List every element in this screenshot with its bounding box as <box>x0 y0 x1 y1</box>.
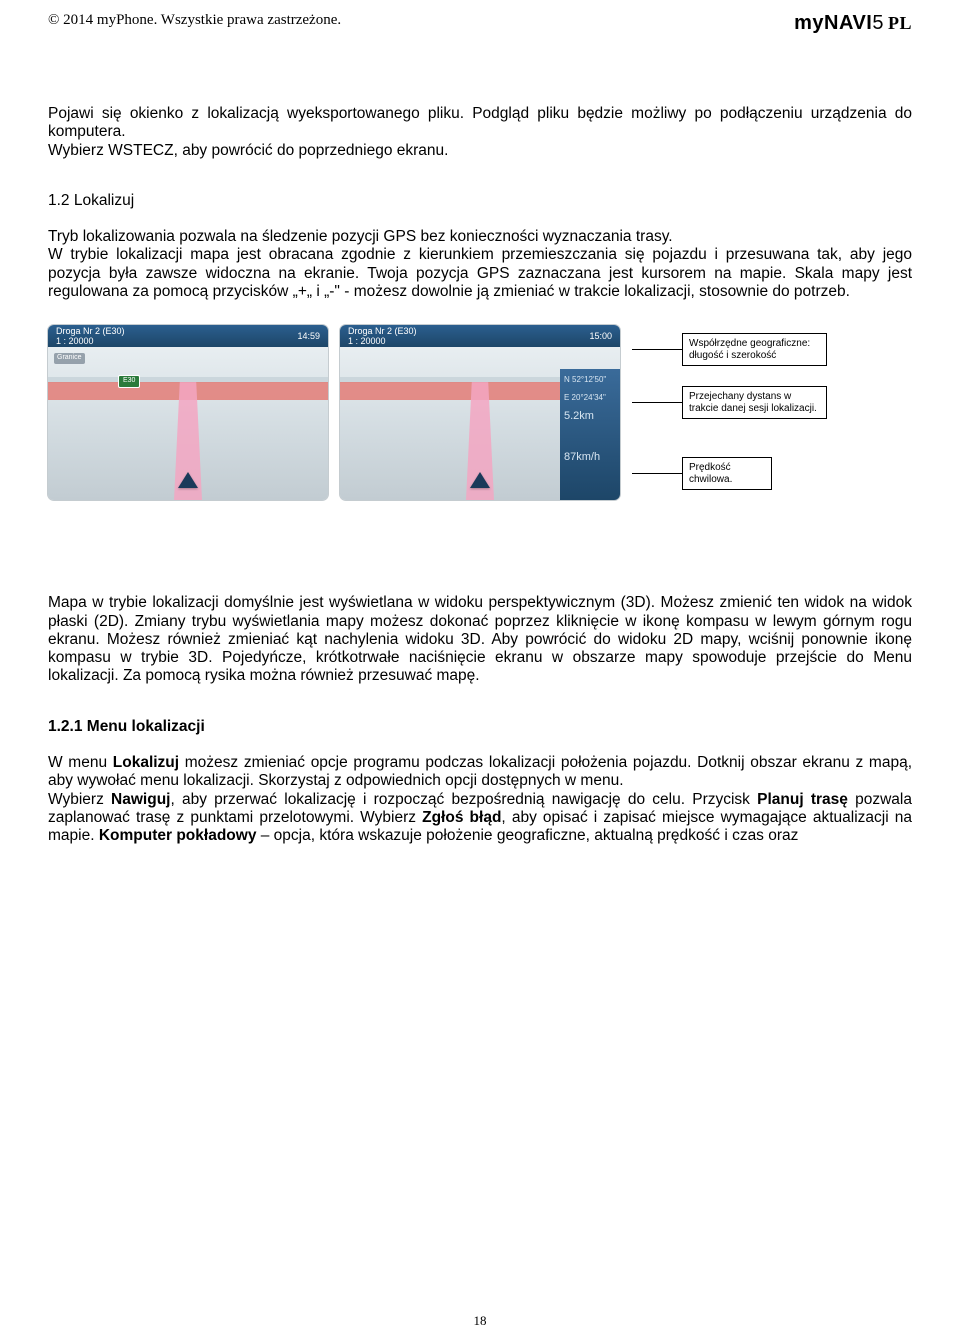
longitude-value: E 20°24'34" <box>564 393 616 402</box>
callouts-column: Współrzędne geograficzne: długość i szer… <box>632 325 827 490</box>
sign-e30: E30 <box>118 375 140 387</box>
speed-value: 87km/h <box>564 451 616 464</box>
side-info-panel: N 52°12'50" E 20°24'34" 5.2km 87km/h <box>560 369 620 500</box>
figure-row: Droga Nr 2 (E30) 1 : 20000 14:59 Granice… <box>48 325 912 500</box>
logo-navi: NAVI <box>824 12 872 34</box>
page-number: 18 <box>474 1313 487 1329</box>
nav-topbar: Droga Nr 2 (E30) 1 : 20000 14:59 <box>48 325 328 347</box>
latitude-value: N 52°12'50" <box>564 375 616 384</box>
road-label: Droga Nr 2 (E30) 1 : 20000 <box>348 326 417 347</box>
callout-distance: Przejechany dystans w trakcie danej sesj… <box>682 386 827 419</box>
paragraph: Tryb lokalizowania pozwala na śledzenie … <box>48 228 912 246</box>
page-content: Pojawi się okienko z lokalizacją wyekspo… <box>0 39 960 845</box>
time-label: 15:00 <box>589 331 612 342</box>
callout-coords: Współrzędne geograficzne: długość i szer… <box>682 333 827 366</box>
copyright-text: © 2014 myPhone. Wszystkie prawa zastrzeż… <box>48 12 341 29</box>
paragraph: Pojawi się okienko z lokalizacją wyekspo… <box>48 105 912 142</box>
paragraph: W menu Lokalizuj możesz zmieniać opcje p… <box>48 754 912 791</box>
distance-value: 5.2km <box>564 410 616 423</box>
paragraph: W trybie lokalizacji mapa jest obracana … <box>48 246 912 301</box>
sign-granice: Granice <box>54 353 85 363</box>
section-heading: 1.2 Lokalizuj <box>48 192 912 210</box>
brand-logo: myNAVI5PL <box>794 12 912 35</box>
time-label: 14:59 <box>297 331 320 342</box>
logo-pl: PL <box>888 13 912 33</box>
callout-speed: Prędkość chwilowa. <box>682 457 772 490</box>
location-cursor-icon <box>178 472 198 488</box>
nav-map: N 52°12'50" E 20°24'34" 5.2km 87km/h <box>340 347 620 500</box>
paragraph: Wybierz Nawiguj, aby przerwać lokalizacj… <box>48 791 912 846</box>
nav-screenshot-2: Droga Nr 2 (E30) 1 : 20000 15:00 N 52°12… <box>340 325 620 500</box>
road-label: Droga Nr 2 (E30) 1 : 20000 <box>56 326 125 347</box>
logo-5: 5 <box>872 12 884 34</box>
paragraph: Mapa w trybie lokalizacji domyślnie jest… <box>48 594 912 685</box>
nav-screenshot-1: Droga Nr 2 (E30) 1 : 20000 14:59 Granice… <box>48 325 328 500</box>
logo-my: my <box>794 12 824 34</box>
nav-map: Granice E30 <box>48 347 328 500</box>
subsection-heading: 1.2.1 Menu lokalizacji <box>48 718 912 736</box>
location-cursor-icon <box>470 472 490 488</box>
page-header: © 2014 myPhone. Wszystkie prawa zastrzeż… <box>0 0 960 39</box>
paragraph: Wybierz WSTECZ, aby powrócić do poprzedn… <box>48 142 912 160</box>
nav-topbar: Droga Nr 2 (E30) 1 : 20000 15:00 <box>340 325 620 347</box>
